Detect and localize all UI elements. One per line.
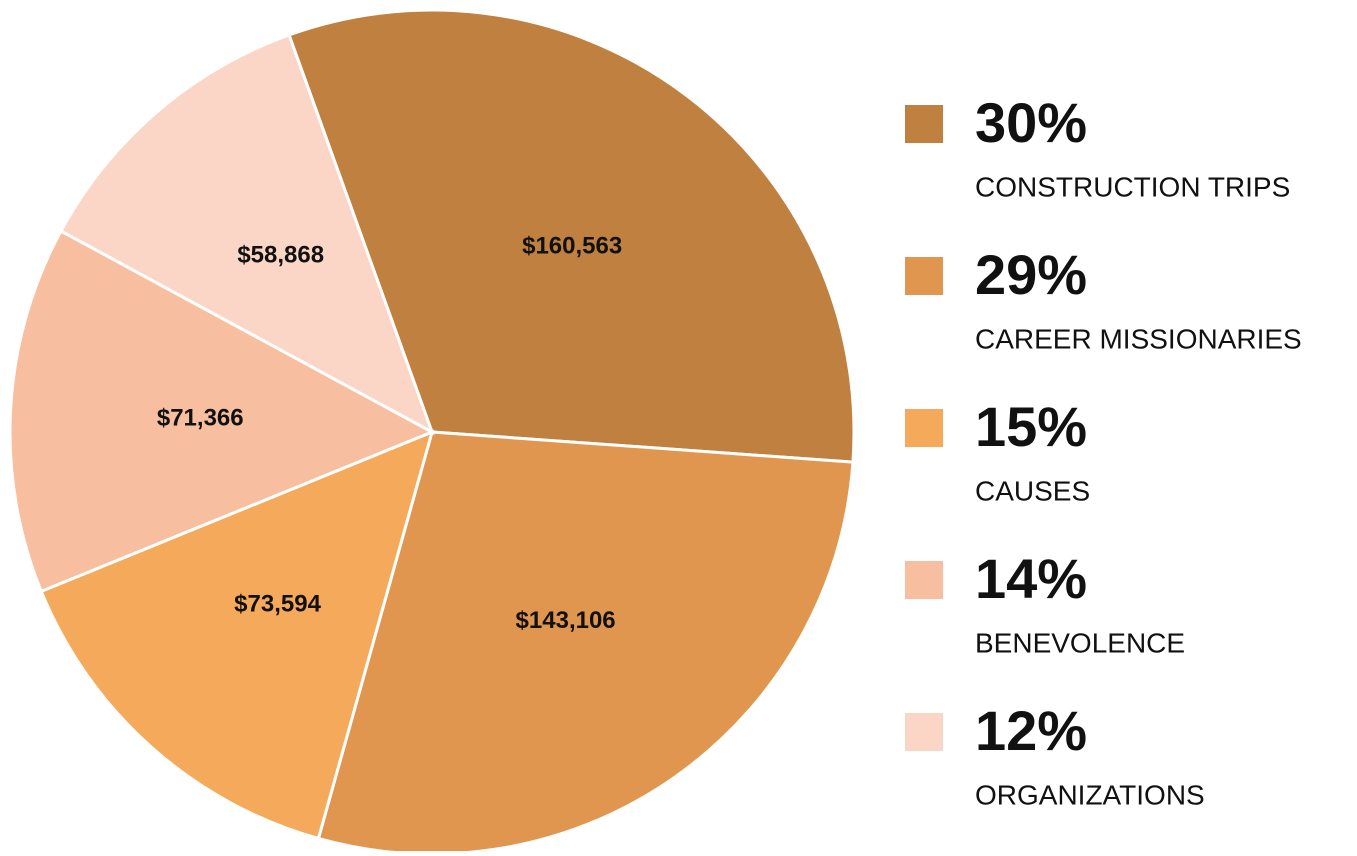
- legend-swatch: [905, 257, 943, 295]
- legend-label: ORGANIZATIONS: [975, 779, 1205, 810]
- data-label: $58,868: [237, 241, 324, 268]
- legend-percent: 12%: [975, 699, 1087, 762]
- pie-slice: [58, 33, 435, 436]
- legend-percent: 29%: [975, 243, 1087, 306]
- legend-label: CAREER MISSIONARIES: [975, 323, 1302, 354]
- data-label: $160,563: [522, 232, 622, 259]
- pie-slice: [287, 8, 856, 464]
- legend-swatch: [905, 713, 943, 751]
- legend-swatch: [905, 561, 943, 599]
- data-label: $143,106: [516, 607, 616, 634]
- data-label: $71,366: [157, 405, 244, 432]
- legend-swatch: [905, 105, 943, 143]
- pie-slice: [8, 228, 436, 594]
- pie-slice: [39, 429, 435, 841]
- legend-label: CONSTRUCTION TRIPS: [975, 171, 1290, 202]
- legend-percent: 30%: [975, 91, 1087, 154]
- data-label: $73,594: [234, 591, 321, 618]
- legend-percent: 14%: [975, 547, 1087, 610]
- legend-label: CAUSES: [975, 475, 1090, 506]
- legend-swatch: [905, 409, 943, 447]
- legend-percent: 15%: [975, 395, 1087, 458]
- legend-label: BENEVOLENCE: [975, 627, 1185, 658]
